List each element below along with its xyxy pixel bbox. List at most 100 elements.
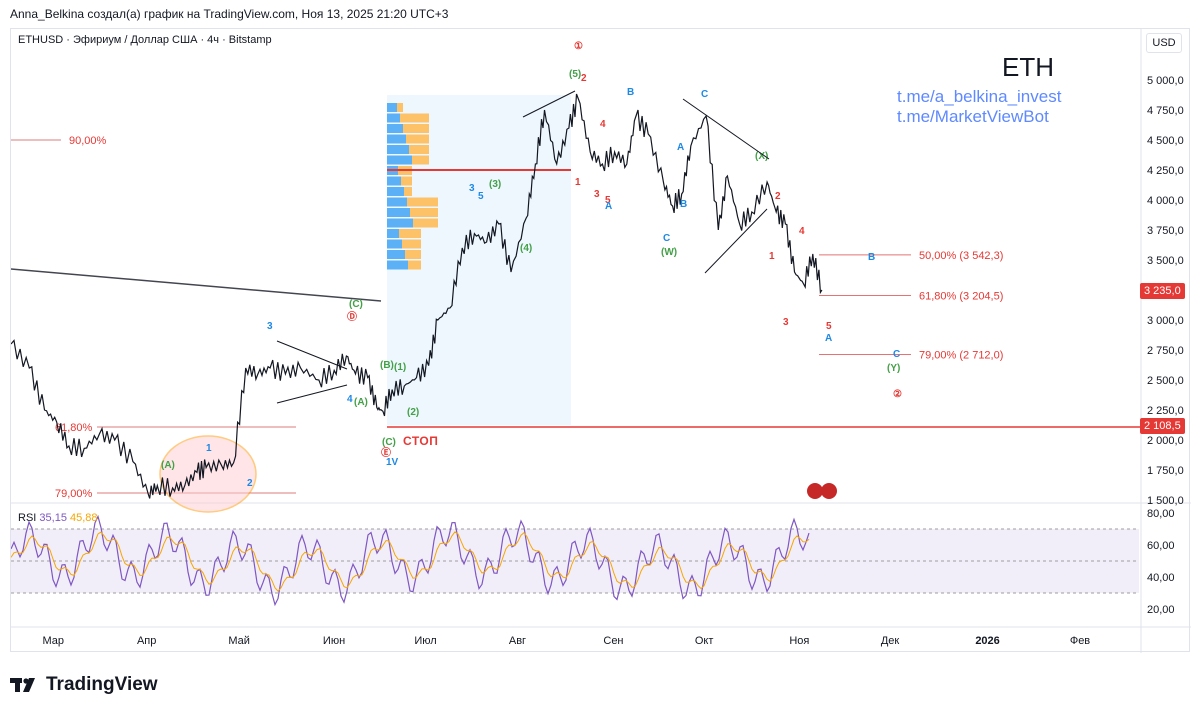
- wave-label[interactable]: 5: [826, 321, 832, 332]
- wave-label[interactable]: 4: [600, 119, 606, 130]
- volume-profile-bar: [400, 113, 429, 123]
- price-axis-tick: 4 500,0: [1147, 135, 1184, 147]
- price-axis-tick: 1 750,0: [1147, 465, 1184, 477]
- time-axis-tick: Ноя: [789, 635, 809, 647]
- telegram-link-2[interactable]: t.me/MarketViewBot: [897, 107, 1049, 126]
- volume-profile-bar: [387, 145, 409, 154]
- wave-label[interactable]: (X): [755, 151, 768, 162]
- volume-profile-bar: [387, 260, 408, 270]
- highlight-circle[interactable]: [159, 435, 257, 513]
- main-chart[interactable]: 5 000,0 4 750,0 4 500,0 4 250,0 4 000,0 3 750…: [11, 29, 1191, 653]
- wave-label[interactable]: 3: [469, 183, 475, 194]
- volume-profile-bar: [387, 250, 405, 259]
- wave-label[interactable]: 3: [594, 189, 600, 200]
- volume-profile-bar: [387, 155, 412, 165]
- channel-line[interactable]: [276, 340, 348, 370]
- wave-label[interactable]: C: [663, 233, 670, 244]
- time-axis-tick: Июн: [323, 635, 345, 647]
- price-axis-tick: 3 000,0: [1147, 315, 1184, 327]
- wave-label[interactable]: Ⓔ: [381, 446, 391, 459]
- telegram-link-1[interactable]: t.me/a_belkina_invest: [897, 87, 1062, 106]
- time-axis-tick: Авг: [509, 635, 526, 647]
- volume-profile-bar: [406, 134, 429, 144]
- rsi-legend[interactable]: RSI 35,15 45,88: [18, 512, 98, 524]
- volume-profile-bar: [410, 208, 438, 217]
- channel-line[interactable]: [522, 90, 576, 118]
- chart-frame[interactable]: 5 000,0 4 750,0 4 500,0 4 250,0 4 000,0 3 750…: [10, 28, 1191, 653]
- volume-profile-area[interactable]: [387, 95, 571, 425]
- wave-label[interactable]: 3: [783, 317, 789, 328]
- price-axis-tick: 2 250,0: [1147, 405, 1184, 417]
- wave-label[interactable]: (3): [489, 179, 501, 190]
- time-axis-tick: Апр: [137, 635, 156, 647]
- wave-label[interactable]: 2: [775, 191, 781, 202]
- wave-label[interactable]: (C): [382, 437, 396, 448]
- us-flag-icon[interactable]: [807, 483, 823, 499]
- volume-profile-bar: [405, 250, 421, 259]
- price-axis-tick: 1 500,0: [1147, 495, 1184, 507]
- wave-label[interactable]: (1): [394, 362, 406, 373]
- fib-level-label: 61,80% (3 204,5): [919, 290, 1003, 302]
- wave-label[interactable]: 5: [605, 195, 611, 206]
- wave-label[interactable]: 4: [799, 226, 805, 237]
- volume-profile-bar: [407, 197, 438, 207]
- price-axis-tick: 3 750,0: [1147, 225, 1184, 237]
- wave-label[interactable]: (C): [349, 299, 363, 310]
- volume-profile-bar: [387, 208, 410, 217]
- triangle-line[interactable]: [682, 98, 770, 160]
- volume-profile-bar: [387, 176, 401, 186]
- currency-button[interactable]: USD: [1146, 33, 1182, 53]
- rsi-ma-line[interactable]: [11, 531, 810, 592]
- us-flag-icon[interactable]: [821, 483, 837, 499]
- wave-label[interactable]: 2: [247, 478, 253, 489]
- wave-label[interactable]: 4: [347, 394, 353, 405]
- trend-line[interactable]: [11, 268, 382, 302]
- volume-profile-bar: [387, 134, 406, 144]
- wave-label[interactable]: 2: [581, 73, 587, 84]
- wave-label[interactable]: B: [680, 199, 687, 210]
- wave-label[interactable]: (A): [161, 460, 175, 471]
- volume-profile-bar: [387, 113, 400, 123]
- wave-label[interactable]: C: [701, 89, 708, 100]
- wave-label[interactable]: A: [825, 333, 832, 344]
- wave-label[interactable]: (2): [407, 407, 419, 418]
- rsi-line[interactable]: [11, 514, 810, 607]
- wave-label[interactable]: Ⓓ: [347, 310, 357, 323]
- tradingview-logo[interactable]: TradingView: [10, 672, 158, 698]
- volume-profile-bar: [412, 155, 429, 165]
- wave-label[interactable]: 1: [769, 251, 775, 262]
- volume-profile-bar: [399, 229, 421, 238]
- time-axis-tick: Июл: [414, 635, 436, 647]
- wave-label[interactable]: 1: [206, 443, 212, 454]
- price-series-line[interactable]: [11, 93, 823, 499]
- attribution-header: Anna_Belkina создал(а) график на Trading…: [10, 7, 449, 21]
- wave-label[interactable]: C: [893, 349, 900, 360]
- triangle-line[interactable]: [704, 208, 768, 274]
- symbol-legend[interactable]: ETHUSD · Эфириум / Доллар США · 4ч · Bit…: [18, 34, 272, 46]
- wave-label[interactable]: 3: [267, 321, 273, 332]
- wave-label[interactable]: 1V: [386, 457, 399, 468]
- rsi-value-1: 35,15: [39, 512, 67, 524]
- volume-profile-bar: [387, 103, 397, 112]
- rsi-axis-tick: 80,00: [1147, 508, 1175, 520]
- wave-label[interactable]: ②: [893, 389, 902, 400]
- wave-label[interactable]: (B): [380, 360, 394, 371]
- rsi-axis-tick: 20,00: [1147, 604, 1175, 616]
- wave-label[interactable]: B: [627, 87, 634, 98]
- stop-price-tag: 2 108,5: [1140, 417, 1185, 434]
- price-axis-tick: 3 500,0: [1147, 255, 1184, 267]
- wave-label[interactable]: (Y): [887, 363, 900, 374]
- channel-line[interactable]: [276, 384, 348, 404]
- eth-title-annotation: ETH: [1002, 52, 1054, 82]
- wave-label[interactable]: A: [677, 142, 684, 153]
- wave-label[interactable]: 1: [575, 177, 581, 188]
- wave-label[interactable]: ①: [574, 41, 583, 52]
- wave-label[interactable]: (W): [661, 247, 677, 258]
- wave-label[interactable]: (4): [520, 243, 532, 254]
- wave-label[interactable]: B: [868, 252, 875, 263]
- time-axis-tick: Май: [228, 635, 250, 647]
- wave-label[interactable]: 5: [478, 191, 484, 202]
- wave-label[interactable]: (A): [354, 397, 368, 408]
- wave-label[interactable]: A: [605, 201, 612, 212]
- wave-label[interactable]: (5): [569, 69, 581, 80]
